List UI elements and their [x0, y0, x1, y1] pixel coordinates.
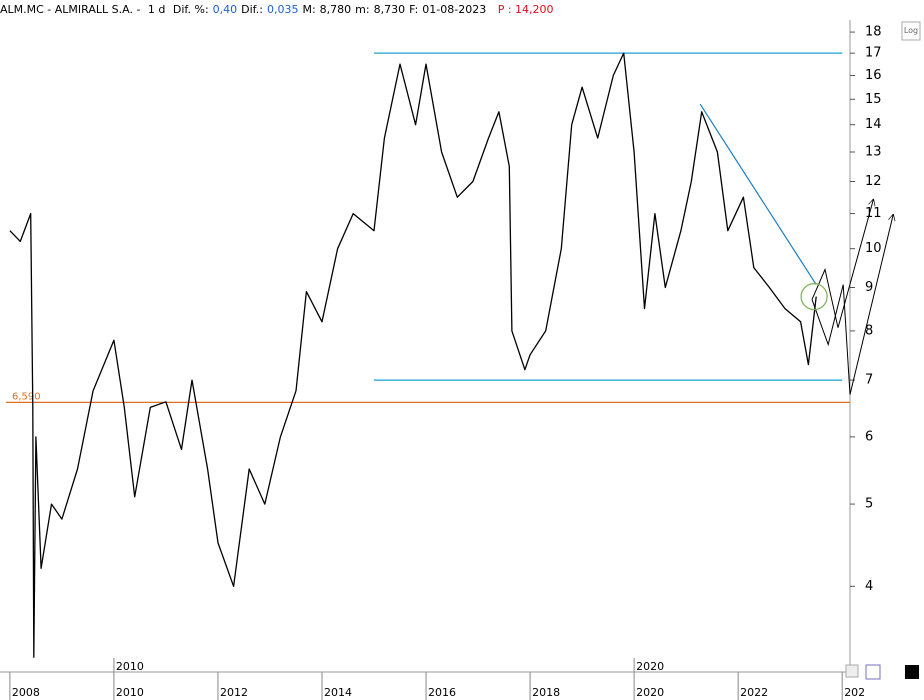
y-tick-label: 14: [865, 117, 882, 132]
projection-arrow: [811, 215, 893, 395]
field-value: 8,730: [373, 3, 406, 16]
x-tick-label: 2012: [220, 686, 248, 699]
zoom-button[interactable]: [845, 664, 859, 678]
chart: Log × 4 5 6 7 8 9 10 11 12 13 14 15 16 17 18 2008 2010 20…: [0, 20, 924, 700]
header-bar: ALM.MC - ALMIRALL S.A. - 1 d Dif. %: 0,40…: [0, 0, 924, 21]
x-tick-label: 2016: [428, 686, 456, 699]
y-tick-label: 9: [865, 280, 873, 295]
x-tick-label: 2018: [532, 686, 560, 699]
y-tick-label: 8: [865, 323, 873, 338]
y-tick-label: 12: [865, 174, 882, 189]
y-tick-label: 15: [865, 92, 882, 107]
y-tick-label: 5: [865, 497, 873, 512]
field-label: m:: [355, 3, 370, 16]
field-value: 01-08-2023: [422, 3, 487, 16]
y-axis-area: [850, 20, 924, 672]
reference-line: [699, 103, 817, 285]
field-value: 8,780: [319, 3, 352, 16]
price-line: [9, 52, 817, 658]
y-tick-label: 13: [865, 144, 882, 159]
plot-area: [0, 20, 850, 672]
y-tick-label: 17: [865, 46, 882, 61]
y-tick-label: 10: [865, 241, 882, 256]
x-tick-label: 2022: [740, 686, 768, 699]
x-tick-label: 2020: [636, 686, 664, 699]
color-button[interactable]: [905, 665, 919, 679]
y-tick-label: 4: [865, 579, 873, 594]
y-tick-label: 16: [865, 68, 882, 83]
field-value: 0,40: [212, 3, 238, 16]
log-button[interactable]: [901, 21, 921, 41]
field-label: M:: [302, 3, 316, 16]
interval: 1 d: [147, 3, 166, 16]
x-tick-label: 2008: [12, 686, 40, 699]
level-label: 6,590: [12, 391, 41, 402]
field-label: Dif. %:: [172, 3, 209, 16]
y-tick-label: 7: [865, 373, 873, 388]
x-tick-label: 202: [844, 686, 865, 699]
log-button-label[interactable]: Log: [904, 26, 918, 35]
window-controls: ×: [845, 664, 919, 680]
field-label: Dif.:: [241, 3, 263, 16]
x-tick-label: 2010: [116, 686, 144, 699]
x-tick-label: 2014: [324, 686, 352, 699]
last-price: P : 14,200: [497, 3, 554, 16]
y-tick-label: 11: [865, 206, 882, 221]
period-label: 2010: [116, 660, 144, 673]
highlight-circle: [800, 283, 828, 311]
fields: Dif. %: 0,40 Dif.: 0,035 M: 8,780 m: 8,730 F: 01-…: [173, 3, 490, 16]
field-label: F:: [409, 3, 419, 16]
symbol-title: ALM.MC - ALMIRALL S.A. -: [0, 3, 141, 16]
save-button[interactable]: [865, 664, 881, 680]
x-axis-area: [0, 672, 924, 700]
y-tick-label: 6: [865, 429, 873, 444]
period-label: 2020: [636, 660, 664, 673]
y-tick-label: 18: [865, 25, 882, 40]
field-value: 0,035: [266, 3, 299, 16]
